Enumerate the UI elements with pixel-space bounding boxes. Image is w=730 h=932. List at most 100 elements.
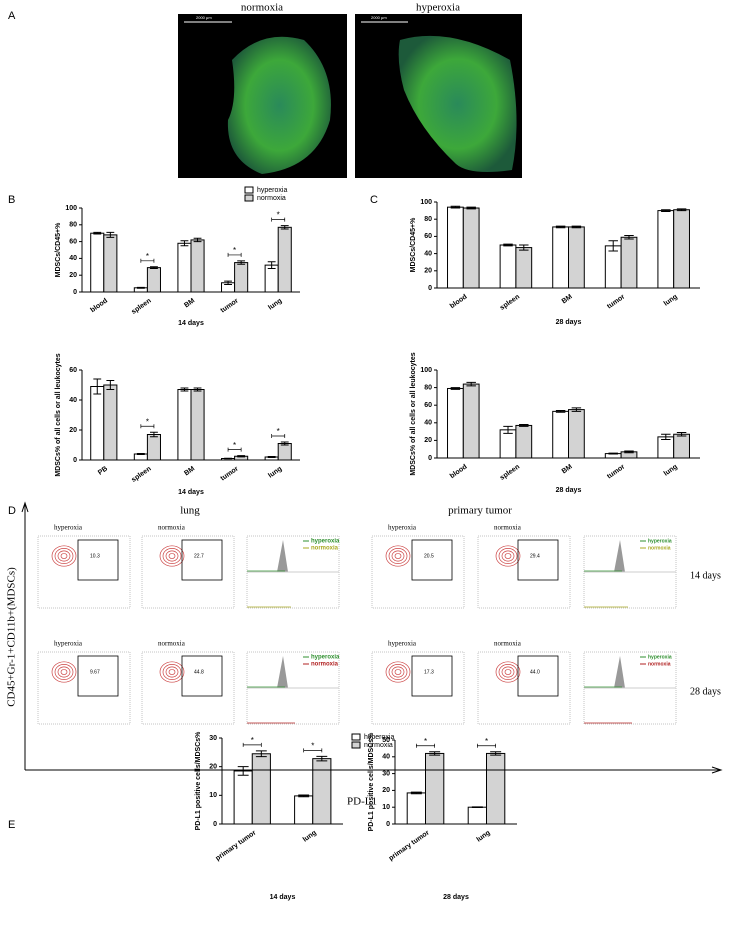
bar xyxy=(294,795,314,825)
significance-bracket xyxy=(271,434,286,438)
gate xyxy=(517,655,559,697)
y-tick-label: 10 xyxy=(209,792,217,799)
bar xyxy=(190,239,205,293)
contour xyxy=(504,553,512,559)
error-bar xyxy=(150,431,158,438)
panel-label: E xyxy=(8,819,15,831)
x-tick-label: tumor xyxy=(606,463,626,480)
x-tick-label: tumor xyxy=(220,465,240,482)
error-bar xyxy=(106,380,115,390)
contour xyxy=(498,663,518,680)
bar xyxy=(233,770,253,825)
bar xyxy=(486,752,506,825)
plot-frame xyxy=(37,535,131,609)
y-tick-label: 30 xyxy=(209,735,217,742)
error-bar xyxy=(503,425,513,434)
bar xyxy=(177,242,192,293)
bar xyxy=(515,424,533,459)
significance-bracket xyxy=(303,748,323,753)
gate-value: 20.5 xyxy=(424,553,434,559)
gate-value: 44.0 xyxy=(530,669,540,675)
error-bar xyxy=(280,225,289,230)
contour xyxy=(394,669,402,675)
x-tick-label: lung xyxy=(663,293,679,307)
error-bar xyxy=(676,431,687,437)
y-axis-label: MDSCs/CD45+% xyxy=(410,217,417,272)
contour xyxy=(501,550,515,562)
error-bar xyxy=(661,433,671,441)
significance-bracket xyxy=(227,447,242,452)
contour xyxy=(54,663,74,680)
bar xyxy=(234,262,249,293)
error-bar xyxy=(555,409,566,413)
bar xyxy=(515,247,533,289)
error-bar xyxy=(661,209,671,212)
histogram-peak xyxy=(614,656,625,688)
x-tick-label: lung xyxy=(663,463,679,477)
significance-bracket xyxy=(227,252,242,257)
bar xyxy=(447,387,464,459)
significance-bracket xyxy=(140,258,155,263)
y-tick-label: 100 xyxy=(65,205,77,212)
x-axis-label: 28 days xyxy=(556,487,582,494)
bar xyxy=(190,389,205,461)
legend-label: hyperoxia xyxy=(648,538,672,544)
bar xyxy=(277,443,292,461)
contour xyxy=(159,545,185,567)
y-tick-label: 20 xyxy=(69,427,77,434)
legend-label: hyperoxia xyxy=(364,734,394,741)
significance-star: * xyxy=(233,441,236,450)
histogram-peak xyxy=(277,540,288,572)
bar xyxy=(251,753,271,825)
y-tick-label: 100 xyxy=(420,367,432,374)
error-bar xyxy=(136,286,145,289)
y-axis-label: MDSCs% of all cells or all leukocytes xyxy=(55,353,62,476)
error-bar xyxy=(93,378,102,395)
y-tick-label: 20 xyxy=(424,268,432,275)
gate-value: 17.3 xyxy=(424,669,434,675)
contour xyxy=(168,553,176,559)
axis-label: CD45+Gr-1+CD11b+(MDSCs) xyxy=(6,567,18,707)
bar xyxy=(462,383,480,459)
x-axis-label: 14 days xyxy=(178,489,204,496)
panel-label: C xyxy=(370,194,378,206)
significance-bracket xyxy=(477,743,496,748)
lung-tissue xyxy=(227,36,331,175)
bar xyxy=(177,389,192,461)
bar xyxy=(568,409,585,459)
panel-label: A xyxy=(8,10,16,22)
contour xyxy=(57,666,71,678)
error-bar xyxy=(624,450,634,454)
group-label: lung xyxy=(180,505,200,517)
bar xyxy=(657,210,675,289)
x-tick-label: blood xyxy=(89,297,109,314)
plot-title: hyperoxia xyxy=(54,524,83,532)
error-bar xyxy=(571,407,582,412)
error-bar xyxy=(237,260,246,265)
significance-star: * xyxy=(311,741,314,750)
y-tick-label: 80 xyxy=(424,384,432,391)
x-tick-label: blood xyxy=(449,293,469,310)
bar xyxy=(673,433,690,459)
x-tick-label: lung xyxy=(267,297,283,311)
y-tick-label: 0 xyxy=(428,455,432,462)
contour xyxy=(60,553,68,559)
contour xyxy=(495,661,521,683)
axis-label: PD-L1 xyxy=(347,796,377,808)
error-bar xyxy=(255,750,267,758)
significance-star: * xyxy=(424,737,427,746)
error-bar xyxy=(224,457,232,460)
scale-bar-label: 2000 μm xyxy=(371,15,387,20)
x-tick-label: spleen xyxy=(499,293,521,311)
bar xyxy=(467,806,488,825)
gate-value: 44.8 xyxy=(194,669,204,675)
plot-frame xyxy=(371,651,465,725)
legend-label: normoxia xyxy=(648,661,671,667)
plot-title: normoxia xyxy=(158,524,186,532)
contour xyxy=(162,547,182,564)
x-tick-label: lung xyxy=(476,829,492,843)
legend-swatch xyxy=(244,194,254,202)
contour xyxy=(498,547,518,564)
gate-value: 29.4 xyxy=(530,553,540,559)
error-bar xyxy=(450,205,461,209)
